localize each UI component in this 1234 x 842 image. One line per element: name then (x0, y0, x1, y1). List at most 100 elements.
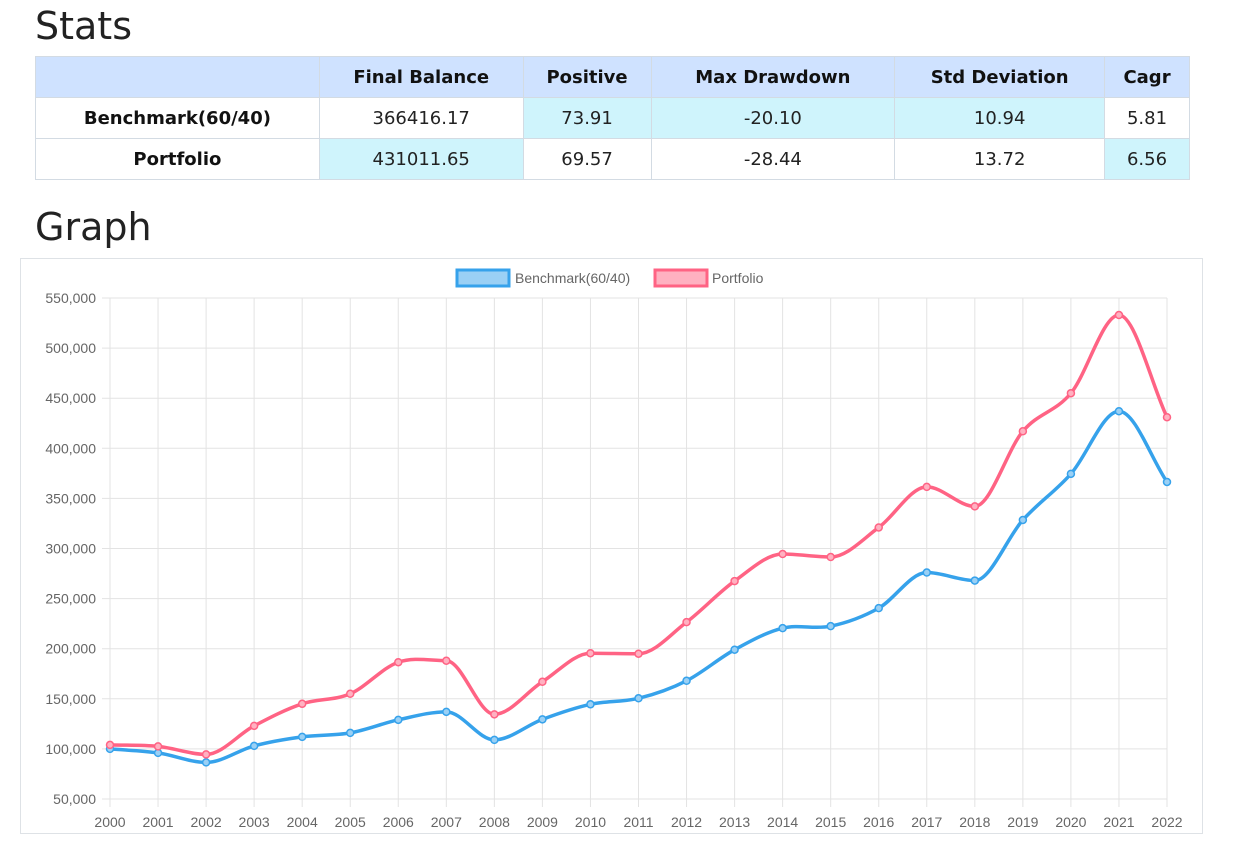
x-tick-label: 2011 (623, 814, 653, 830)
data-point (826, 552, 835, 562)
x-tick-label: 2000 (94, 814, 125, 830)
cell-cagr: 5.81 (1104, 97, 1190, 139)
data-point (1162, 412, 1172, 422)
data-point (826, 621, 835, 631)
data-point (1114, 310, 1124, 320)
line-chart: 50,000 100,000 150,000 200,000 250,000 300,00… (45, 268, 1183, 830)
data-point (1162, 477, 1172, 487)
data-point (394, 715, 403, 725)
cell-final-balance: 431011.65 (318, 138, 524, 180)
x-tick-label: 2018 (959, 814, 990, 830)
data-point (634, 649, 643, 658)
data-point (730, 576, 739, 586)
data-point (922, 568, 932, 577)
x-tick-label: 2008 (479, 814, 510, 830)
stats-heading: Stats (35, 4, 133, 48)
data-point (922, 482, 932, 492)
data-point (730, 645, 739, 654)
data-point (153, 742, 163, 751)
x-tick-label: 2005 (335, 814, 366, 830)
x-tick-label: 2015 (815, 814, 846, 830)
x-tick-label: 2016 (863, 814, 894, 830)
data-point (249, 741, 259, 751)
x-tick-label: 2007 (431, 814, 462, 830)
data-point (442, 707, 451, 717)
cell-positive: 73.91 (522, 97, 652, 139)
x-tick-label: 2001 (142, 814, 173, 830)
cell-positive: 69.57 (522, 138, 652, 180)
cell-cagr: 6.56 (1104, 138, 1190, 180)
data-point (1066, 388, 1076, 398)
data-point (201, 750, 211, 759)
y-tick-label: 200,000 (45, 641, 96, 657)
data-point (442, 656, 451, 665)
cell-max-drawdown: -20.10 (650, 97, 896, 139)
cell-final-balance: 366416.17 (318, 97, 524, 139)
x-tick-label: 2013 (719, 814, 750, 830)
y-tick-label: 300,000 (45, 541, 96, 557)
x-tick-label: 2003 (239, 814, 270, 830)
data-point (297, 732, 307, 742)
row-label-portfolio: Portfolio (35, 138, 320, 180)
y-tick-label: 450,000 (45, 390, 96, 406)
series-benchmark (105, 406, 1172, 767)
legend-label: Benchmark(60/40) (515, 270, 630, 286)
x-tick-label: 2012 (671, 814, 702, 830)
data-point (538, 677, 547, 687)
y-tick-label: 50,000 (53, 791, 96, 807)
stats-table: Final Balance Positive Max Drawdown Std … (35, 56, 1190, 180)
data-point (634, 694, 643, 703)
data-point (1114, 406, 1124, 416)
column-header-blank (35, 56, 320, 98)
series-line (109, 409, 1169, 765)
stats-header-row: Final Balance Positive Max Drawdown Std … (35, 56, 1190, 98)
y-tick-label: 250,000 (45, 591, 96, 607)
y-tick-label: 550,000 (45, 290, 96, 306)
cell-std-deviation: 13.72 (894, 138, 1106, 180)
data-point (490, 735, 499, 745)
data-point (874, 523, 883, 532)
x-tick-label: 2010 (575, 814, 606, 830)
x-tick-label: 2021 (1103, 814, 1134, 830)
data-point (201, 758, 211, 767)
legend-item-portfolio[interactable]: Portfolio (653, 268, 764, 288)
table-row: Benchmark(60/40) 366416.17 73.91 -20.10 … (35, 97, 1190, 139)
data-point (586, 700, 595, 709)
data-point (249, 721, 259, 731)
x-tick-label: 2002 (191, 814, 222, 830)
y-tick-label: 100,000 (45, 741, 96, 757)
data-point (538, 715, 547, 724)
data-point (1018, 427, 1028, 436)
series-portfolio (105, 310, 1172, 759)
legend-item-benchmark[interactable]: Benchmark(60/40) (455, 268, 630, 288)
y-tick-label: 150,000 (45, 691, 96, 707)
row-label-benchmark: Benchmark(60/40) (35, 97, 320, 139)
x-tick-label: 2014 (767, 814, 798, 830)
x-tick-label: 2004 (287, 814, 318, 830)
y-tick-label: 500,000 (45, 340, 96, 356)
data-point (874, 603, 883, 613)
legend-label: Portfolio (712, 270, 764, 286)
data-point (1066, 469, 1076, 479)
x-tick-label: 2009 (527, 814, 558, 830)
data-point (394, 657, 403, 667)
cell-max-drawdown: -28.44 (650, 138, 896, 180)
data-point (105, 740, 115, 750)
legend-swatch (455, 268, 511, 288)
cell-std-deviation: 10.94 (894, 97, 1106, 139)
data-point (778, 549, 787, 559)
data-point (490, 710, 499, 719)
column-header-final-balance: Final Balance (318, 56, 524, 98)
data-point (297, 699, 307, 709)
x-tick-label: 2019 (1007, 814, 1038, 830)
x-tick-label: 2020 (1055, 814, 1086, 830)
chart-container: 50,000 100,000 150,000 200,000 250,000 300,00… (20, 258, 1203, 834)
data-point (970, 576, 980, 585)
x-tick-label: 2006 (383, 814, 414, 830)
data-point (682, 617, 691, 627)
data-point (345, 728, 355, 738)
data-point (1018, 515, 1028, 525)
data-point (586, 648, 595, 658)
column-header-max-drawdown: Max Drawdown (650, 56, 896, 98)
y-tick-label: 350,000 (45, 490, 96, 506)
